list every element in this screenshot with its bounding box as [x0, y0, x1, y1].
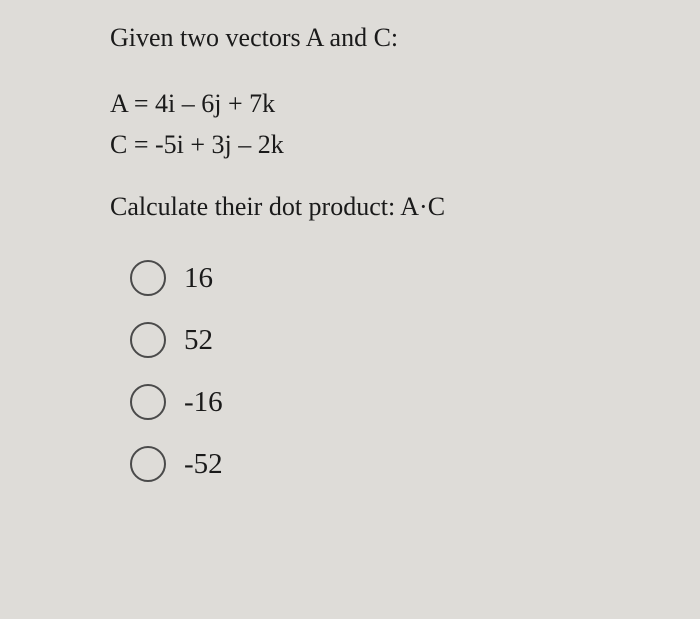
question-intro: Given two vectors A and C: — [110, 20, 620, 56]
option-row[interactable]: -16 — [130, 384, 620, 420]
options-list: 16 52 -16 -52 — [110, 260, 620, 482]
radio-icon[interactable] — [130, 260, 166, 296]
option-label: -16 — [184, 386, 223, 419]
option-label: 52 — [184, 324, 213, 357]
equation-a: A = 4i – 6j + 7k — [110, 84, 620, 123]
question-instruction: Calculate their dot product: A·C — [110, 192, 620, 222]
option-row[interactable]: 16 — [130, 260, 620, 296]
radio-icon[interactable] — [130, 446, 166, 482]
option-row[interactable]: -52 — [130, 446, 620, 482]
radio-icon[interactable] — [130, 384, 166, 420]
equation-c: C = -5i + 3j – 2k — [110, 125, 620, 164]
option-label: 16 — [184, 262, 213, 295]
radio-icon[interactable] — [130, 322, 166, 358]
equations-block: A = 4i – 6j + 7k C = -5i + 3j – 2k — [110, 84, 620, 164]
option-label: -52 — [184, 448, 223, 481]
option-row[interactable]: 52 — [130, 322, 620, 358]
